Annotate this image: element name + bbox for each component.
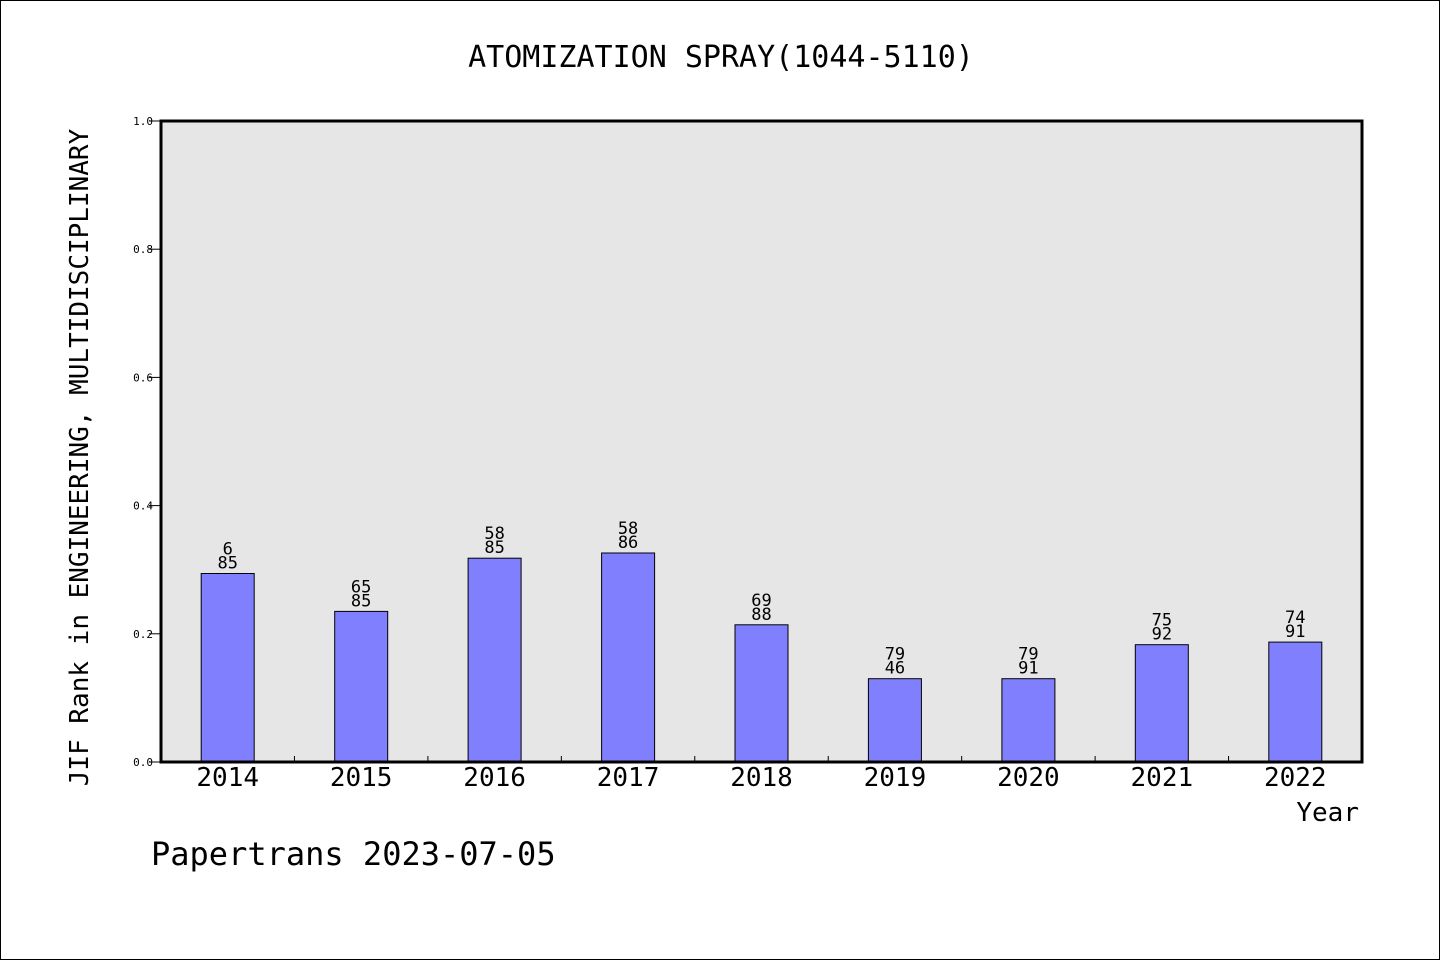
bar-2014	[200, 573, 255, 763]
bar-2021	[1134, 644, 1189, 763]
data-label-2016-bottom: 85	[484, 538, 504, 558]
data-label-2018-bottom: 88	[751, 605, 771, 625]
bar-2017	[601, 552, 656, 763]
credit-text: Papertrans 2023-07-05	[151, 835, 556, 873]
data-label-2016-top: 58	[484, 524, 504, 544]
data-label-2021-bottom: 92	[1152, 625, 1172, 645]
x-tick-label-2020: 2020	[997, 763, 1060, 793]
data-label-2014-top: 6	[223, 540, 233, 560]
bar-2019	[867, 678, 922, 763]
data-label-2015-top: 65	[351, 577, 371, 597]
y-tick-label-1: 0.2	[133, 628, 153, 641]
data-label-2019-top: 79	[885, 645, 905, 665]
data-label-2018-top: 69	[751, 591, 771, 611]
chart-title: ATOMIZATION SPRAY(1044-5110)	[468, 40, 974, 75]
x-tick-label-2016: 2016	[463, 763, 526, 793]
plot-border	[159, 119, 1364, 764]
y-tick-label-4: 0.8	[133, 243, 153, 256]
x-tick-label-2021: 2021	[1131, 763, 1194, 793]
data-label-2022-bottom: 91	[1285, 622, 1305, 642]
data-label-2021-top: 75	[1152, 611, 1172, 631]
x-tick-label-2018: 2018	[730, 763, 793, 793]
y-tick-label-2: 0.4	[133, 500, 153, 513]
data-label-2019-bottom: 46	[885, 659, 905, 679]
bar-2015	[334, 610, 389, 763]
bar-2022	[1268, 641, 1323, 763]
bar-2016	[467, 557, 522, 763]
x-tick-label-2017: 2017	[597, 763, 660, 793]
data-label-2017-top: 58	[618, 519, 638, 539]
y-tick-label-0: 0.0	[133, 756, 153, 769]
data-label-2022-top: 74	[1285, 608, 1305, 628]
data-label-2017-bottom: 86	[618, 533, 638, 553]
x-tick-label-2019: 2019	[864, 763, 927, 793]
x-tick-label-2014: 2014	[196, 763, 259, 793]
y-tick-label-5: 1.0	[133, 115, 153, 128]
x-tick-label-2015: 2015	[330, 763, 393, 793]
data-label-2014-bottom: 85	[217, 554, 237, 574]
data-label-2020-bottom: 91	[1018, 659, 1038, 679]
data-label-2020-top: 79	[1018, 645, 1038, 665]
y-axis-label: JIF Rank in ENGINEERING, MULTIDISCIPLINA…	[65, 128, 95, 786]
data-label-2015-bottom: 85	[351, 591, 371, 611]
x-tick-label-2022: 2022	[1264, 763, 1327, 793]
y-tick-label-3: 0.6	[133, 371, 153, 384]
bar-2020	[1001, 678, 1056, 763]
bar-2018	[734, 624, 789, 763]
x-axis-label: Year	[1296, 798, 1359, 828]
